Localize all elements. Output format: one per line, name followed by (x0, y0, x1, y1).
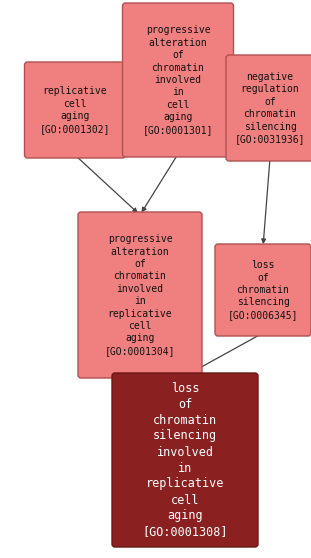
FancyBboxPatch shape (78, 212, 202, 378)
FancyBboxPatch shape (25, 62, 126, 158)
Text: loss
of
chromatin
silencing
[GO:0006345]: loss of chromatin silencing [GO:0006345] (228, 260, 298, 320)
Text: loss
of
chromatin
silencing
involved
in
replicative
cell
aging
[GO:0001308]: loss of chromatin silencing involved in … (142, 382, 228, 538)
Text: progressive
alteration
of
chromatin
involved
in
cell
aging
[GO:0001301]: progressive alteration of chromatin invo… (143, 26, 213, 134)
FancyBboxPatch shape (112, 373, 258, 547)
FancyBboxPatch shape (123, 3, 234, 157)
Text: replicative
cell
aging
[GO:0001302]: replicative cell aging [GO:0001302] (40, 86, 110, 133)
Text: negative
regulation
of
chromatin
silencing
[GO:0031936]: negative regulation of chromatin silenci… (235, 72, 305, 144)
FancyBboxPatch shape (215, 244, 311, 336)
Text: progressive
alteration
of
chromatin
involved
in
replicative
cell
aging
[GO:00013: progressive alteration of chromatin invo… (105, 234, 175, 356)
FancyBboxPatch shape (226, 55, 311, 161)
